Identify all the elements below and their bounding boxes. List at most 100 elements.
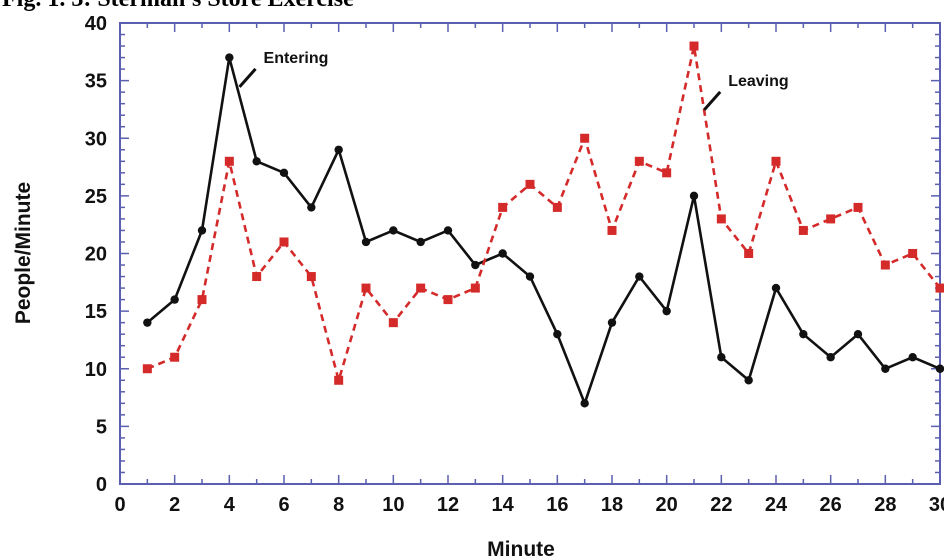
data-point: [197, 295, 207, 305]
data-point: [170, 352, 180, 362]
y-tick-label: 5: [96, 416, 107, 438]
x-tick-label: 0: [114, 494, 125, 516]
data-point: [443, 295, 453, 305]
data-point: [170, 295, 179, 304]
data-point: [607, 318, 617, 327]
data-point: [416, 237, 425, 247]
data-point: [935, 364, 944, 373]
x-tick-label: 24: [765, 494, 788, 516]
x-tick-label: 6: [278, 494, 289, 516]
axes: 0246810121416182022242628300510152025303…: [85, 13, 944, 516]
figure-caption: Fig. 1. 3: Sterman's Store Exercise: [2, 0, 354, 14]
data-point: [881, 364, 890, 373]
data-point: [771, 283, 781, 293]
data-point: [361, 237, 371, 247]
data-point: [662, 168, 672, 178]
annotation-leader-line: [238, 67, 257, 88]
annotation-entering: Entering: [238, 50, 329, 88]
x-tick-label: 20: [656, 494, 678, 516]
x-tick-label: 28: [874, 494, 896, 516]
y-tick-label: 15: [85, 301, 107, 323]
data-point: [771, 156, 781, 166]
x-tick-label: 10: [382, 494, 404, 516]
x-axis-title: Minute: [487, 538, 555, 560]
data-point: [853, 202, 863, 212]
data-point: [498, 202, 508, 212]
data-point: [252, 157, 261, 166]
data-point: [634, 156, 644, 166]
data-point: [552, 202, 562, 212]
data-point: [635, 272, 644, 281]
x-tick-label: 4: [224, 494, 236, 516]
x-tick-label: 8: [333, 494, 344, 516]
data-point: [334, 375, 344, 385]
data-point: [334, 145, 343, 154]
data-point: [306, 272, 316, 282]
x-tick-label: 2: [169, 494, 180, 516]
annotation-label: Leaving: [728, 73, 788, 90]
data-point: [826, 353, 835, 362]
data-point: [361, 283, 371, 293]
data-point: [580, 133, 590, 143]
x-tick-label: 18: [601, 494, 623, 516]
series-group: [142, 41, 944, 408]
x-tick-label: 14: [492, 494, 515, 516]
data-point: [580, 399, 589, 408]
data-point: [716, 214, 726, 224]
y-tick-label: 30: [85, 128, 107, 150]
data-point: [225, 53, 234, 62]
data-point: [798, 225, 808, 235]
series-leaving: [142, 41, 944, 386]
data-point: [416, 283, 426, 293]
data-point: [662, 306, 671, 316]
data-point: [908, 353, 917, 362]
x-tick-label: 16: [546, 494, 568, 516]
data-point: [935, 283, 944, 293]
data-point: [525, 272, 535, 281]
series-entering: [143, 53, 944, 408]
data-point: [389, 226, 398, 235]
y-axis-title: People/Minute: [12, 182, 35, 324]
data-point: [553, 329, 562, 339]
data-point: [279, 237, 289, 247]
series-line-leaving: [146, 45, 942, 386]
data-point: [279, 168, 289, 178]
data-point: [224, 156, 234, 166]
x-tick-label: 22: [710, 494, 732, 516]
data-point: [525, 179, 535, 189]
data-point: [880, 260, 890, 270]
x-tick-label: 30: [929, 494, 944, 516]
data-point: [470, 283, 480, 293]
data-point: [307, 203, 316, 212]
data-point: [388, 318, 398, 328]
annotations: Entering Leaving: [238, 50, 789, 111]
y-tick-label: 10: [85, 359, 107, 381]
annotation-label: Entering: [264, 50, 329, 67]
data-point: [853, 329, 863, 339]
data-point: [799, 329, 808, 339]
data-point: [143, 318, 152, 327]
annotation-leaving: Leaving: [703, 73, 789, 111]
x-tick-label: 12: [437, 494, 459, 516]
data-point: [443, 226, 453, 235]
data-point: [689, 41, 699, 51]
annotation-leader-line: [703, 90, 722, 111]
plot-frame: [119, 22, 941, 485]
data-point: [498, 249, 507, 258]
data-point: [252, 272, 262, 282]
data-point: [197, 226, 207, 235]
data-point: [607, 225, 617, 235]
series-line-entering: [146, 57, 941, 408]
data-point: [744, 249, 754, 258]
y-tick-label: 35: [85, 71, 107, 93]
y-tick-label: 25: [85, 186, 107, 208]
data-point: [744, 376, 753, 385]
data-point: [689, 191, 699, 201]
data-point: [717, 353, 726, 362]
data-point: [471, 260, 480, 270]
x-tick-label: 26: [820, 494, 842, 516]
y-tick-label: 20: [85, 244, 107, 266]
y-tick-label: 40: [85, 13, 107, 35]
data-point: [908, 249, 918, 258]
